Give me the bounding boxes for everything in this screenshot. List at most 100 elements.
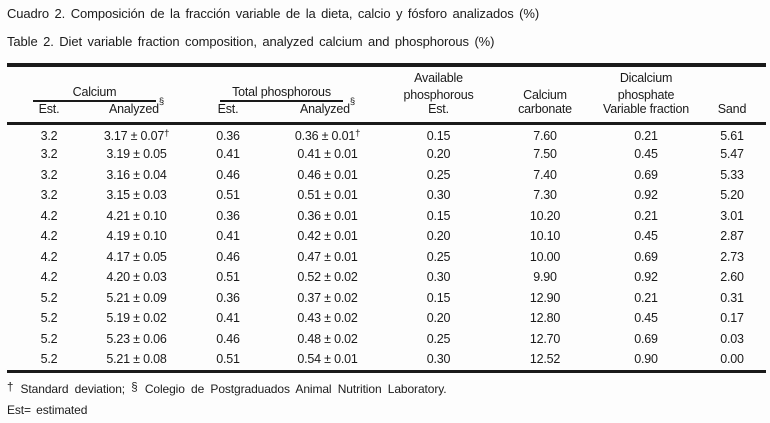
table-cell: 9.90	[533, 270, 557, 285]
table-row: 3.2 3.16 ± 0.04 0.46 0.46 ± 0.01 0.25 7.40 0.6…	[7, 165, 766, 186]
title-english: Table 2. Diet variable fraction composit…	[7, 34, 495, 49]
table-cell: 0.00	[720, 352, 744, 367]
table-cell: 0.47 ± 0.01	[297, 249, 358, 264]
spanner-calcium-label: Calcium	[32, 85, 157, 102]
table-cell: 4.20 ± 0.03	[106, 270, 167, 285]
header-phosphorous-est: Est.	[217, 102, 239, 116]
table-cell: 5.23 ± 0.06	[106, 331, 167, 346]
header-calcium-analyzed: Analyzed§	[91, 97, 182, 124]
table-cell: 0.42 ± 0.01	[297, 229, 358, 244]
table-row: 5.2 5.21 ± 0.08 0.51 0.54 ± 0.01 0.30 12.52 0.…	[7, 349, 766, 370]
table-cell: 0.45	[634, 147, 658, 162]
table-cell: 2.73	[720, 249, 744, 264]
section-mark-icon: §	[158, 95, 164, 107]
table-cell: 5.61	[720, 129, 744, 143]
table-cell: 12.70	[529, 331, 561, 346]
header-row-1: Available Dicalcium	[7, 67, 766, 85]
table-cell: 0.92	[634, 188, 658, 203]
table-cell: 5.33	[720, 167, 744, 182]
table-cell: 0.20	[426, 147, 451, 162]
table-cell: 0.41	[216, 229, 240, 244]
footnote-line-1: † Standard deviation; § Colegio de Postg…	[7, 382, 766, 397]
table-row: 3.2 3.19 ± 0.05 0.41 0.41 ± 0.01 0.20 7.50 0.4…	[7, 144, 766, 165]
table-cell: 2.87	[720, 229, 744, 244]
table-cell: 0.36	[216, 129, 240, 143]
table-cell: 0.92	[634, 270, 658, 285]
table-cell: 0.45	[634, 311, 658, 326]
table-cell: 4.21 ± 0.10	[106, 208, 167, 223]
table-cell: 4.2	[40, 270, 58, 285]
table-cell: 3.19 ± 0.05	[106, 147, 167, 162]
title-spanish: Cuadro 2. Composición de la fracción var…	[7, 6, 540, 21]
table-cell: 0.30	[426, 188, 451, 203]
table-cell: 0.36	[216, 290, 240, 305]
table-cell: 5.2	[40, 290, 58, 305]
table-cell: 3.2	[40, 167, 58, 182]
header-sand: Sand	[717, 102, 747, 116]
table-cell: 10.20	[529, 208, 561, 223]
table-cell: 0.51	[216, 188, 240, 203]
table-cell: 5.21 ± 0.08	[106, 352, 167, 367]
header-calcium-carbonate-line1: Calcium	[523, 88, 567, 102]
table-cell: 0.90	[634, 352, 658, 367]
table-cell: 5.21 ± 0.09	[106, 290, 167, 305]
table-cell: 0.25	[426, 249, 451, 264]
table-cell: 0.20	[426, 229, 451, 244]
table-cell: 0.36	[216, 208, 240, 223]
table-cell: 4.2	[40, 229, 58, 244]
header-row-3: Est. Analyzed§ Est. Analyzed§ Est. carbo…	[7, 97, 766, 124]
table-cell: 12.80	[529, 311, 561, 326]
table-cell: 0.17	[720, 311, 744, 326]
table-cell: 0.36 ± 0.01	[297, 208, 358, 223]
table-cell: 7.50	[533, 147, 557, 162]
header-dicalcium-phosphate-line2: phosphate	[617, 88, 675, 102]
table-cell: 3.01	[720, 208, 744, 223]
table-cell: 0.20	[426, 311, 451, 326]
header-calcium-carbonate-line2: carbonate	[518, 102, 572, 116]
spanner-calcium: Calcium	[7, 85, 182, 102]
header-cell-empty	[7, 67, 381, 85]
table-cell: 0.46	[216, 167, 240, 182]
table-cell: 5.20	[720, 188, 744, 203]
table-cell: 0.30	[426, 270, 451, 285]
table-cell: 5.2	[40, 331, 58, 346]
table-cell: 0.52 ± 0.02	[297, 270, 358, 285]
section-mark-icon: §	[349, 95, 355, 107]
table-cell: 0.41	[216, 311, 240, 326]
table-cell: 0.25	[426, 331, 451, 346]
section-mark-icon: §	[131, 381, 138, 394]
table-cell: 0.48 ± 0.02	[297, 331, 358, 346]
header-phosphorous-analyzed: Analyzed§	[274, 97, 381, 124]
table-cell: 0.69	[634, 249, 658, 264]
header-cell-empty	[496, 67, 594, 85]
table-row: 5.2 5.21 ± 0.09 0.36 0.37 ± 0.02 0.15 12.90 0.…	[7, 288, 766, 309]
table-cell: 0.46	[216, 331, 240, 346]
footnote-dagger-text: Standard deviation;	[20, 381, 126, 396]
header-cell-empty	[698, 85, 766, 102]
header-phosphorous-analyzed-label: Analyzed	[300, 102, 350, 116]
table-row: 5.2 5.23 ± 0.06 0.46 0.48 ± 0.02 0.25 12.70 0.…	[7, 329, 766, 350]
table-cell: 0.25	[426, 167, 451, 182]
table-cell: 0.21	[634, 208, 658, 223]
dagger-mark-icon: †	[7, 381, 14, 394]
data-table-container: Available Dicalcium Calcium Total phosph…	[7, 63, 766, 373]
table-cell: 3.2	[40, 147, 58, 162]
table-cell: 0.69	[634, 167, 658, 182]
header-dicalcium-phosphate-line1: Dicalcium	[619, 71, 673, 85]
table-cell: 5.19 ± 0.02	[106, 311, 167, 326]
table-cell: 3.2	[40, 188, 58, 203]
table-cell: 4.2	[40, 208, 58, 223]
header-available-phosphorous-line1: Available	[414, 71, 463, 85]
table-cell: 0.43 ± 0.02	[297, 311, 358, 326]
table-cell: 0.41	[216, 147, 240, 162]
table-cell: 0.41 ± 0.01	[297, 147, 358, 162]
dagger-mark-icon: †	[164, 128, 170, 139]
footnotes: † Standard deviation; § Colegio de Postg…	[7, 382, 766, 417]
table-cell: 0.21	[634, 290, 658, 305]
table-cell: 0.54 ± 0.01	[297, 352, 358, 367]
table-cell: 12.90	[529, 290, 561, 305]
table-cell: 5.47	[720, 147, 744, 162]
table-cell: 4.2	[40, 249, 58, 264]
table-cell: 0.31	[720, 290, 744, 305]
header-variable-fraction: Variable fraction	[603, 102, 689, 116]
